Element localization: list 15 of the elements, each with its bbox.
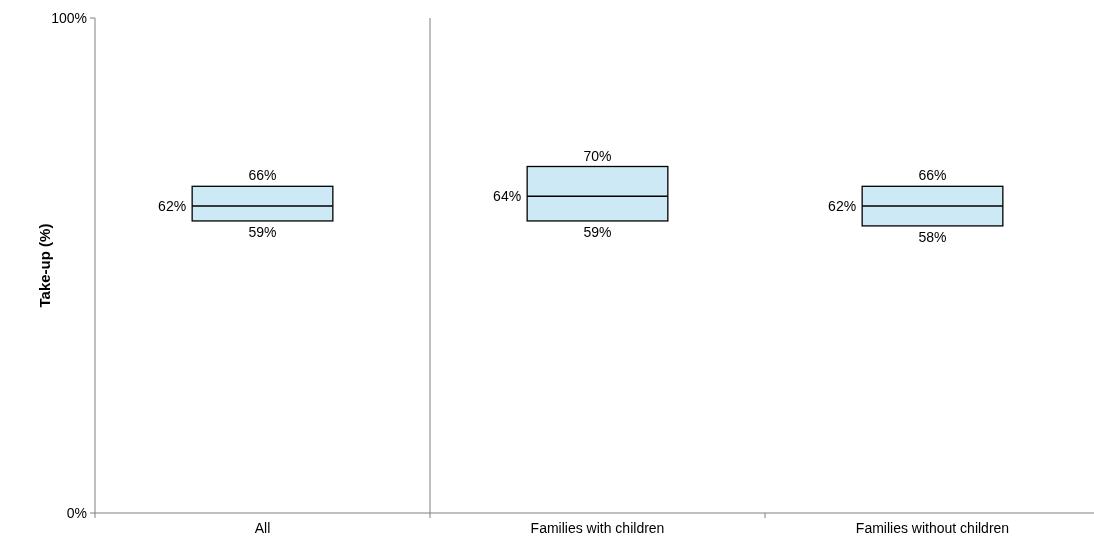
- annotation: 62%: [158, 198, 187, 214]
- annotation: 70%: [583, 147, 612, 164]
- x-tick-label: Families without children: [855, 520, 1010, 536]
- x-tick-label: Families with children: [530, 520, 665, 536]
- annotation: 66%: [248, 167, 277, 184]
- x-tick-label: All: [254, 520, 271, 536]
- annotation: 66%: [918, 167, 947, 184]
- annotation: 58%: [918, 229, 947, 246]
- y-axis-title: Take-up (%): [36, 223, 53, 308]
- y-tick-label: 100%: [51, 9, 87, 26]
- annotation: 62%: [828, 198, 857, 214]
- annotation: 59%: [583, 224, 612, 241]
- annotation: 64%: [493, 188, 522, 205]
- y-tick-label: 0%: [66, 504, 87, 521]
- annotation: 59%: [248, 224, 277, 241]
